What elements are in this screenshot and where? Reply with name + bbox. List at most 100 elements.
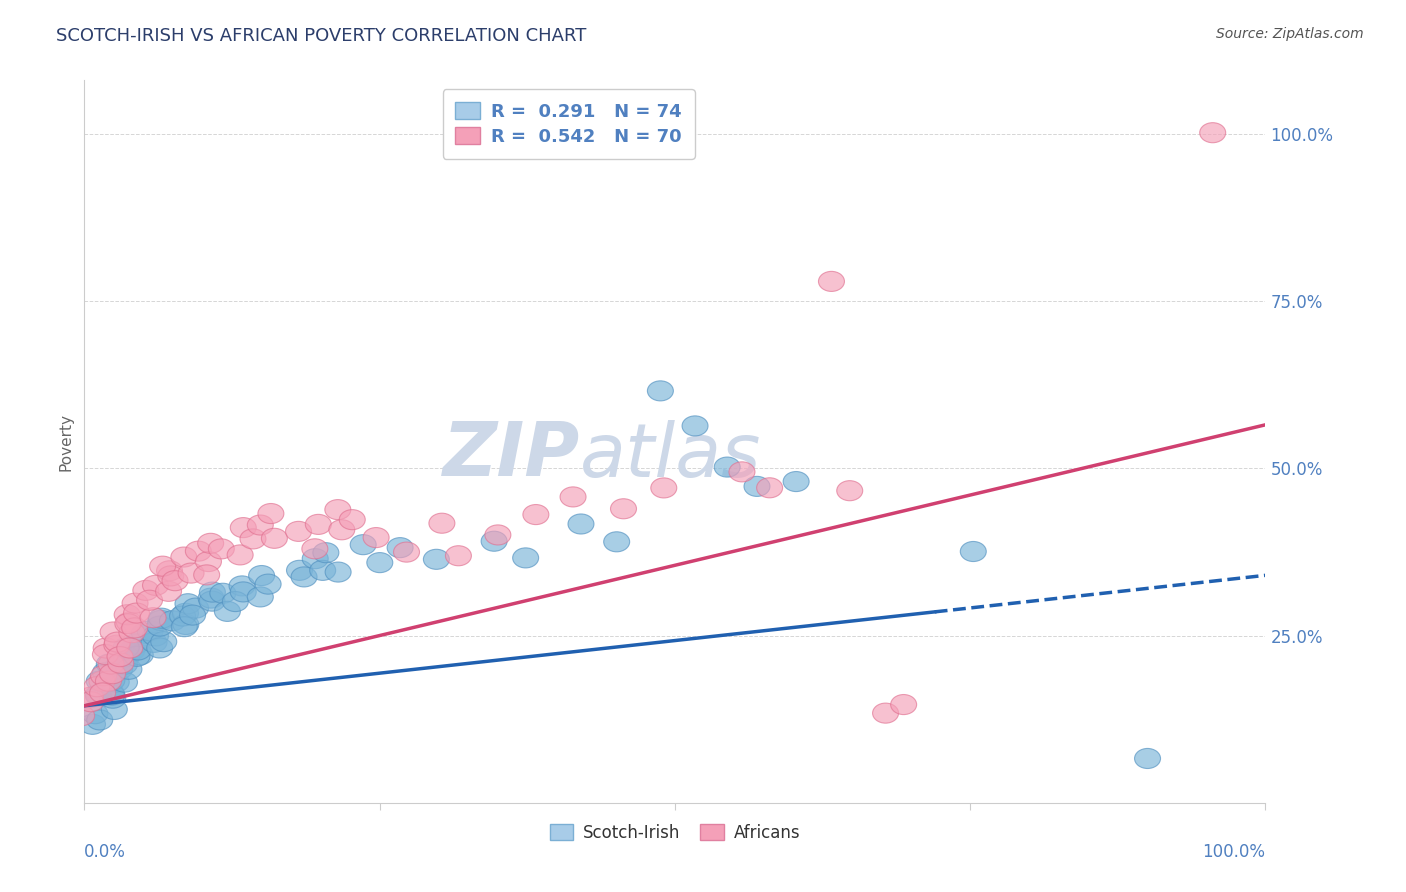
Ellipse shape xyxy=(302,539,328,559)
Ellipse shape xyxy=(86,671,112,691)
Ellipse shape xyxy=(149,608,174,628)
Ellipse shape xyxy=(87,710,112,730)
Ellipse shape xyxy=(254,574,281,594)
Ellipse shape xyxy=(97,654,122,674)
Ellipse shape xyxy=(262,528,287,549)
Ellipse shape xyxy=(90,683,115,703)
Ellipse shape xyxy=(128,645,153,665)
Ellipse shape xyxy=(523,505,548,524)
Ellipse shape xyxy=(172,616,197,637)
Ellipse shape xyxy=(744,476,770,497)
Ellipse shape xyxy=(124,647,150,666)
Ellipse shape xyxy=(104,632,131,652)
Ellipse shape xyxy=(208,539,235,559)
Ellipse shape xyxy=(115,659,142,680)
Ellipse shape xyxy=(194,565,219,585)
Ellipse shape xyxy=(513,548,538,568)
Ellipse shape xyxy=(350,534,377,555)
Ellipse shape xyxy=(783,472,808,491)
Ellipse shape xyxy=(80,714,105,734)
Ellipse shape xyxy=(287,560,312,581)
Ellipse shape xyxy=(240,529,266,549)
Ellipse shape xyxy=(228,545,253,565)
Ellipse shape xyxy=(118,640,145,661)
Ellipse shape xyxy=(82,704,108,723)
Ellipse shape xyxy=(117,612,142,632)
Ellipse shape xyxy=(446,546,471,566)
Ellipse shape xyxy=(222,591,249,612)
Ellipse shape xyxy=(100,622,127,642)
Ellipse shape xyxy=(100,664,125,684)
Ellipse shape xyxy=(142,626,169,646)
Ellipse shape xyxy=(247,515,273,535)
Ellipse shape xyxy=(363,527,389,548)
Ellipse shape xyxy=(114,638,139,657)
Ellipse shape xyxy=(107,647,134,666)
Ellipse shape xyxy=(339,509,366,530)
Ellipse shape xyxy=(756,478,783,498)
Ellipse shape xyxy=(314,542,339,563)
Ellipse shape xyxy=(136,591,163,610)
Ellipse shape xyxy=(108,653,134,673)
Ellipse shape xyxy=(104,657,129,678)
Ellipse shape xyxy=(136,621,163,640)
Ellipse shape xyxy=(93,638,120,658)
Ellipse shape xyxy=(728,462,755,482)
Ellipse shape xyxy=(179,563,204,583)
Ellipse shape xyxy=(148,610,174,631)
Ellipse shape xyxy=(186,541,211,561)
Ellipse shape xyxy=(174,594,201,614)
Ellipse shape xyxy=(120,623,145,643)
Ellipse shape xyxy=(104,635,129,656)
Ellipse shape xyxy=(302,549,328,569)
Ellipse shape xyxy=(560,487,586,507)
Ellipse shape xyxy=(195,551,222,572)
Ellipse shape xyxy=(837,481,863,500)
Ellipse shape xyxy=(122,618,148,638)
Ellipse shape xyxy=(77,687,104,707)
Ellipse shape xyxy=(122,634,149,654)
Ellipse shape xyxy=(568,514,593,534)
Ellipse shape xyxy=(115,614,141,633)
Y-axis label: Poverty: Poverty xyxy=(58,412,73,471)
Ellipse shape xyxy=(132,581,159,600)
Ellipse shape xyxy=(485,524,510,545)
Ellipse shape xyxy=(183,598,208,618)
Ellipse shape xyxy=(198,588,224,608)
Ellipse shape xyxy=(122,593,148,613)
Ellipse shape xyxy=(249,566,274,585)
Ellipse shape xyxy=(98,671,125,690)
Ellipse shape xyxy=(141,607,166,628)
Ellipse shape xyxy=(305,515,332,534)
Ellipse shape xyxy=(156,582,181,601)
Ellipse shape xyxy=(132,624,157,643)
Ellipse shape xyxy=(214,601,240,622)
Ellipse shape xyxy=(890,695,917,714)
Text: atlas: atlas xyxy=(581,420,762,492)
Ellipse shape xyxy=(394,542,419,562)
Ellipse shape xyxy=(309,560,336,581)
Ellipse shape xyxy=(103,672,129,692)
Ellipse shape xyxy=(325,562,352,582)
Ellipse shape xyxy=(124,603,149,624)
Ellipse shape xyxy=(423,549,450,569)
Ellipse shape xyxy=(180,605,205,625)
Ellipse shape xyxy=(818,271,845,292)
Ellipse shape xyxy=(162,571,188,591)
Ellipse shape xyxy=(111,673,138,692)
Ellipse shape xyxy=(141,632,167,652)
Ellipse shape xyxy=(146,616,173,636)
Ellipse shape xyxy=(156,561,183,581)
Ellipse shape xyxy=(231,582,256,602)
Ellipse shape xyxy=(291,567,316,587)
Ellipse shape xyxy=(610,499,637,519)
Ellipse shape xyxy=(198,533,224,553)
Ellipse shape xyxy=(100,688,125,708)
Ellipse shape xyxy=(387,538,413,558)
Ellipse shape xyxy=(89,671,115,691)
Ellipse shape xyxy=(170,606,195,626)
Ellipse shape xyxy=(285,521,312,541)
Text: Source: ZipAtlas.com: Source: ZipAtlas.com xyxy=(1216,27,1364,41)
Ellipse shape xyxy=(111,654,138,674)
Ellipse shape xyxy=(714,457,740,477)
